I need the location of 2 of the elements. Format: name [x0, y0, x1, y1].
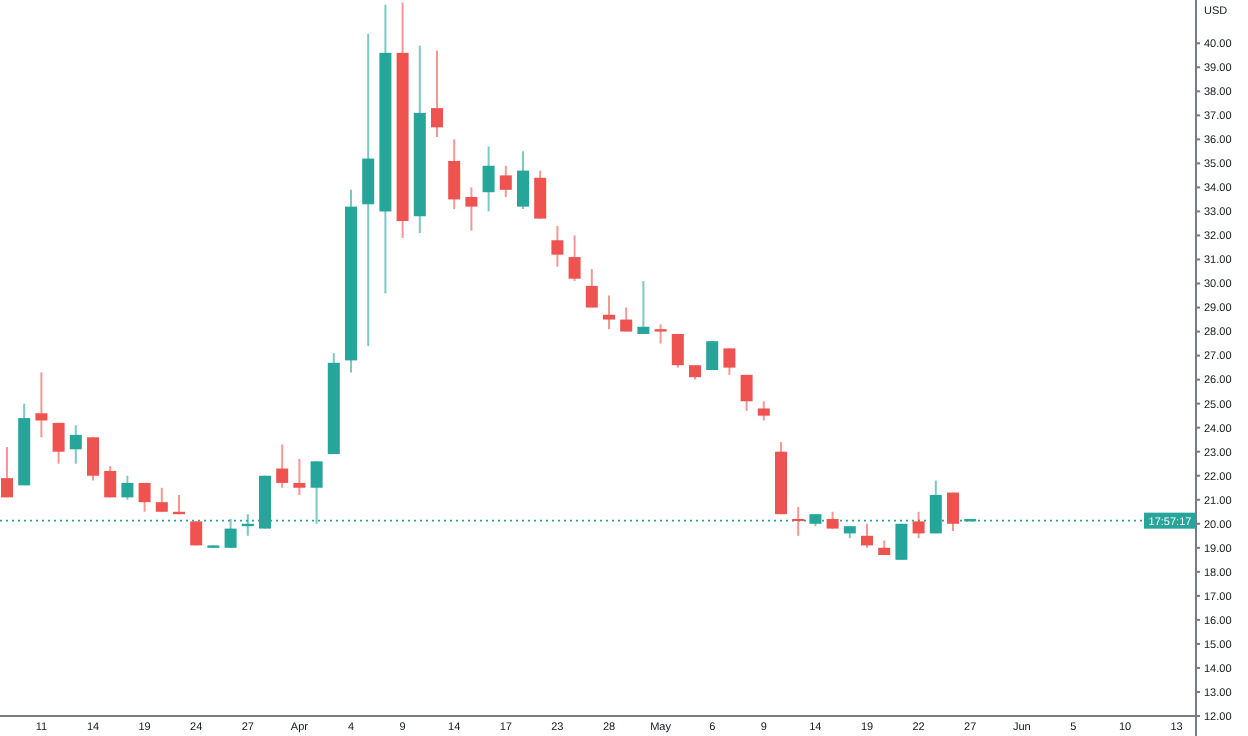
candlestick: [190, 520, 203, 547]
candlestick: [706, 340, 719, 372]
